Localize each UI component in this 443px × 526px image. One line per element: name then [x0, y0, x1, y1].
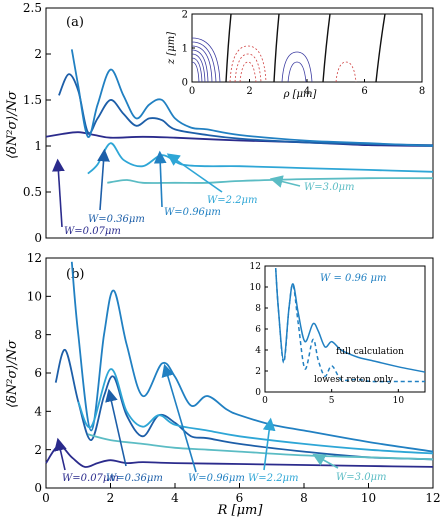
panel-b-xtick-label-1: 2	[107, 491, 115, 505]
inset-a-y-ticks: 0 1 2	[182, 10, 195, 89]
panel-a-ytick-label-5: 2.5	[23, 1, 42, 15]
panel-a-ytick-label-1: 0.5	[23, 185, 42, 199]
panel-b-xlabel: R [μm]	[217, 503, 264, 518]
inset-b-ytick-label-2: 4	[255, 346, 261, 356]
inset-b-ytick-label-5: 10	[250, 283, 262, 293]
inset-b-ytick-label-0: 0	[255, 388, 261, 398]
annot-a-w036: W=0.36μm	[88, 214, 145, 225]
inset-b-series-1	[274, 268, 425, 383]
panel-a-inset: 0 2 4 6 8 0 1 2 ρ [μm] z [μm]	[166, 10, 425, 101]
annot-b-w30: W=3.0μm	[336, 472, 387, 483]
annot-b-w22: W=2.2μm	[248, 473, 299, 484]
inset-b-xtick-label-2: 10	[393, 396, 405, 406]
panel-b-xtick-label-5: 10	[361, 491, 376, 505]
panel-a-ytick-label-3: 1.5	[23, 93, 42, 107]
inset-a-xtick-label-3: 6	[361, 86, 367, 97]
panel-b-ytick-label-1: 2	[34, 443, 42, 457]
annot-a-w007: W=0.07μm	[64, 226, 121, 237]
panel-a-series-2	[70, 49, 434, 147]
panel-b-xtick-label-2: 4	[171, 491, 179, 505]
panel-a-series-3	[87, 142, 434, 175]
inset-b-frame	[264, 265, 426, 393]
panel-b-ytick-label-2: 4	[34, 405, 42, 419]
inset-a-ylabel: z [μm]	[166, 32, 177, 65]
annot-a-w22: W=2.2μm	[207, 195, 258, 206]
inset-b-xtick-label-1: 5	[329, 396, 335, 406]
annot-a-w30: W=3.0μm	[304, 182, 355, 193]
inset-b-ytick-label-6: 12	[250, 262, 261, 272]
panel-b-xtick-label-4: 8	[300, 491, 308, 505]
panel-b-series-0	[45, 444, 434, 468]
inset-b-ytick-label-4: 8	[255, 304, 261, 314]
annot-b-w007: W=0.07μm	[62, 473, 119, 484]
panel-a-annotations: W=0.07μm W=0.36μm W=0.96μm W=2.2μm W=3.0…	[52, 148, 355, 237]
panel-b-x-ticks: 0 2 4 6 8 10 12	[42, 483, 441, 505]
inset-a-xtick-label-2: 4	[304, 86, 310, 97]
panel-b-ytick-label-4: 8	[34, 328, 42, 342]
panel-a-ytick-label-0: 0	[34, 231, 42, 245]
panel-b-ytick-label-5: 10	[27, 290, 42, 304]
panel-b-inset: 0 5 10 0 2 4 6 8 10 12 W = 0.96 μm full calculat…	[250, 262, 426, 406]
panel-b-xtick-label-0: 0	[42, 491, 50, 505]
panel-b: (b) 0 2 4 6 8 10 12 0 2 4 6 8 10 12 ⟨δN²σ⟩/Nσ R [μm]…	[5, 251, 441, 518]
panel-a-series-1	[58, 73, 434, 146]
panel-a-ytick-label-2: 1	[34, 139, 42, 153]
inset-a-xtick-label-0: 0	[189, 86, 195, 97]
panel-a-ylabel: ⟨δN²σ⟩/Nσ	[5, 90, 20, 159]
panel-b-ytick-label-3: 6	[34, 366, 42, 380]
panel-b-xtick-label-6: 12	[425, 491, 440, 505]
inset-b-ytick-label-3: 6	[255, 325, 261, 335]
inset-b-series	[274, 268, 426, 383]
inset-a-ytick-label-1: 1	[182, 44, 188, 55]
inset-b-y-ticks: 0 2 4 6 8 10 12	[250, 262, 268, 398]
inset-b-ytick-label-1: 2	[255, 367, 261, 377]
panel-a-y-ticks: 0 0.5 1 1.5 2 2.5	[23, 1, 51, 245]
inset-a-xtick-label-1: 2	[246, 86, 252, 97]
panel-b-ytick-label-0: 0	[34, 481, 42, 495]
inset-b-label-roton: lowest roton only	[314, 375, 394, 385]
panel-b-xtick-label-3: 6	[236, 491, 244, 505]
panel-a-series-4	[107, 177, 434, 184]
panel-a-ytick-label-4: 2	[34, 47, 42, 61]
inset-a-contours	[191, 13, 386, 83]
annot-a-w096: W=0.96μm	[164, 207, 221, 218]
panel-b-series-3	[77, 368, 434, 455]
panel-a: (a) 0 0.5 1 1.5 2 2.5 ⟨δN²σ⟩/Nσ	[5, 1, 434, 245]
panel-b-label: (b)	[66, 267, 84, 282]
inset-a-ytick-label-0: 0	[182, 78, 188, 89]
inset-a-xtick-label-4: 8	[419, 86, 425, 97]
inset-a-ytick-label-2: 2	[182, 10, 188, 21]
inset-b-label-full: full calculation	[336, 347, 404, 357]
annot-b-w096: W=0.96μm	[188, 473, 245, 484]
inset-a-xlabel: ρ [μm]	[283, 89, 317, 100]
panel-a-frame	[45, 7, 434, 239]
inset-b-title: W = 0.96 μm	[320, 273, 386, 284]
inset-b-xtick-label-0: 0	[262, 396, 268, 406]
panel-b-series-1	[54, 349, 434, 461]
panel-b-y-ticks: 0 2 4 6 8 10 12	[27, 251, 51, 495]
annot-b-w036: W=0.36μm	[106, 473, 163, 484]
panel-a-label: (a)	[66, 15, 84, 30]
panel-b-annotations: W=0.07μm W=0.36μm W=0.96μm W=2.2μm W=3.0…	[54, 363, 387, 484]
panel-b-ylabel: ⟨δN²σ⟩/Nσ	[5, 339, 20, 408]
panel-b-ytick-label-6: 12	[27, 251, 42, 265]
inset-a-x-ticks: 0 2 4 6 8	[189, 79, 425, 97]
